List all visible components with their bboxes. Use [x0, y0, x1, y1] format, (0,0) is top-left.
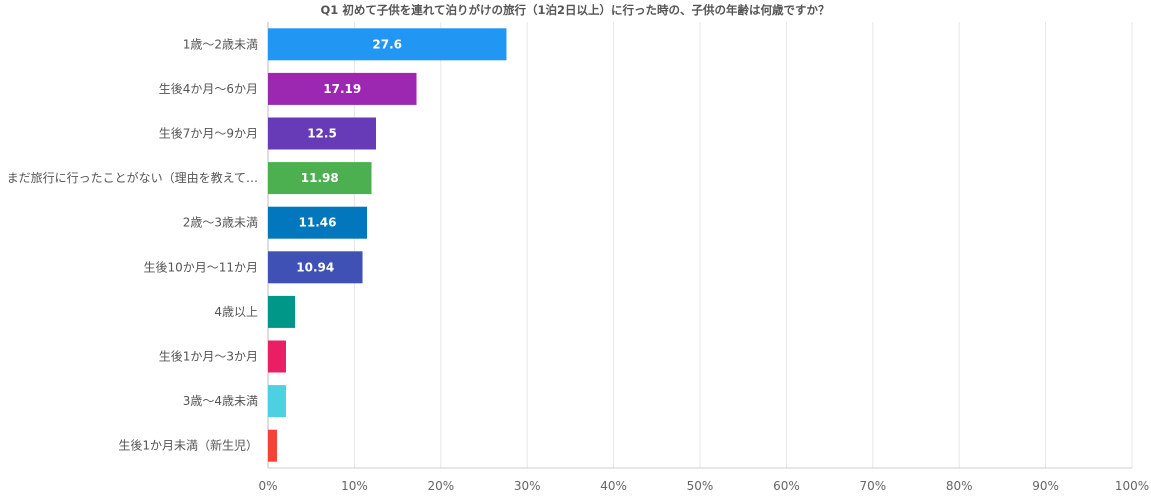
category-labels: 1歳～2歳未満生後4か月～6か月生後7か月～9か月まだ旅行に行ったことがない（理…	[7, 37, 258, 452]
bar-value-label: 11.46	[299, 216, 337, 230]
category-label: 生後1か月～3か月	[159, 350, 258, 364]
x-tick-label: 70%	[859, 479, 886, 493]
category-label: 1歳～2歳未満	[183, 37, 258, 51]
x-tick-label: 0%	[258, 479, 277, 493]
bar[interactable]	[268, 251, 363, 284]
bar[interactable]	[268, 295, 296, 328]
category-label: 2歳～3歳未満	[183, 216, 258, 230]
x-tick-label: 100%	[1115, 479, 1149, 493]
category-label: 4歳以上	[214, 305, 258, 319]
category-label: 生後10か月～11か月	[143, 260, 258, 274]
bar[interactable]	[268, 429, 277, 462]
bar-value-label: 27.6	[372, 37, 402, 51]
x-tick-label: 90%	[1032, 479, 1059, 493]
bar-value-label: 12.5	[307, 127, 337, 141]
bars: 27.6 17.19 12.5 11.98 11.46 10.94	[268, 28, 507, 462]
category-label: 生後4か月～6か月	[159, 82, 258, 96]
bar-value-label: 11.98	[301, 171, 339, 185]
bar[interactable]	[268, 385, 286, 418]
category-label: 生後7か月～9か月	[159, 127, 258, 141]
bar[interactable]	[268, 162, 372, 195]
x-tick-label: 50%	[687, 479, 714, 493]
category-label: 3歳～4歳未満	[183, 394, 258, 408]
bar[interactable]	[268, 340, 286, 373]
bar[interactable]	[268, 206, 368, 239]
bar[interactable]	[268, 117, 376, 150]
bar-value-label: 17.19	[323, 82, 361, 96]
category-label: まだ旅行に行ったことがない（理由を教えて…	[7, 170, 258, 185]
x-tick-label: 10%	[341, 479, 368, 493]
x-tick-label: 30%	[514, 479, 541, 493]
x-axis-ticks: 0% 10% 20% 30% 40% 50% 60% 70% 80% 90% 100%	[258, 479, 1149, 493]
grid-lines	[267, 22, 1133, 469]
x-tick-label: 60%	[773, 479, 800, 493]
x-tick-label: 40%	[600, 479, 627, 493]
bar[interactable]	[268, 72, 417, 105]
bar-value-label: 10.94	[296, 260, 334, 274]
category-label: 生後1か月未満（新生児）	[118, 438, 258, 453]
bar[interactable]	[268, 28, 507, 61]
chart-title: Q1 初めて子供を連れて泊りがけの旅行（1泊2日以上）に行った時の、子供の年齢は…	[321, 3, 830, 17]
x-tick-label: 80%	[946, 479, 973, 493]
x-tick-label: 20%	[427, 479, 454, 493]
